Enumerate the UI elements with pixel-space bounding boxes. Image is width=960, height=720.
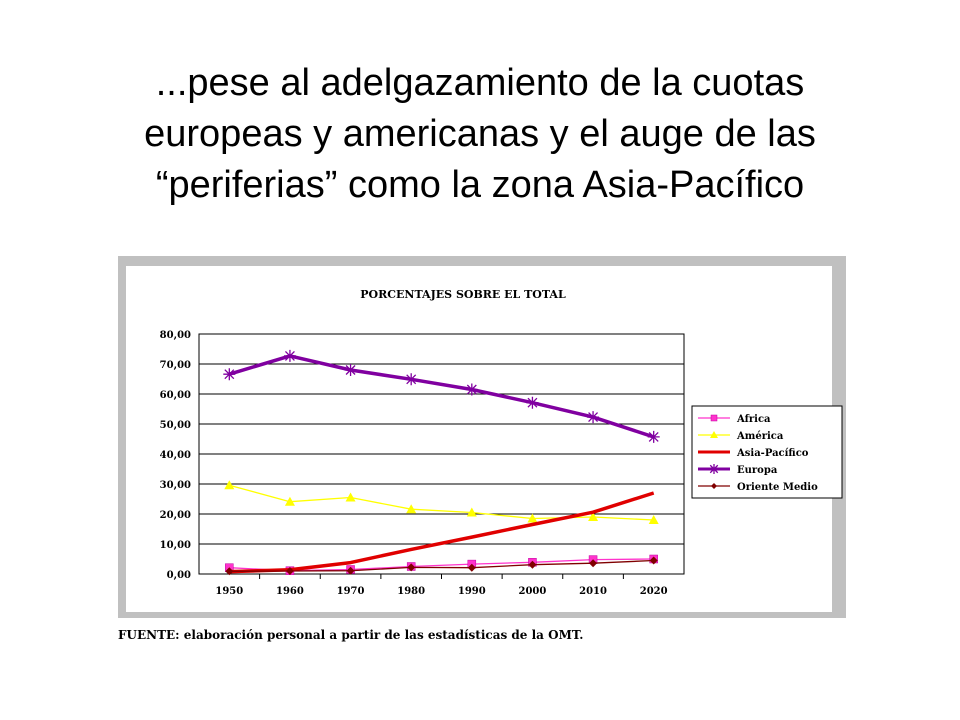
legend-item: Europa bbox=[698, 464, 778, 476]
data-point bbox=[406, 504, 417, 514]
data-point bbox=[344, 364, 357, 376]
data-point bbox=[589, 559, 598, 568]
data-point bbox=[709, 464, 719, 474]
series-line bbox=[229, 484, 654, 521]
data-point bbox=[465, 383, 478, 396]
chart-title: PORCENTAJES SOBRE EL TOTAL bbox=[360, 288, 566, 301]
x-tick-label: 1990 bbox=[458, 586, 486, 597]
legend-label: Oriente Medio bbox=[737, 482, 818, 493]
y-tick-label: 20,00 bbox=[160, 510, 191, 521]
legend: Africa América Asia-Pacífico Europa Oriente … bbox=[691, 405, 843, 499]
series-asia-pac-fico bbox=[229, 491, 655, 574]
data-point bbox=[225, 567, 234, 576]
grid-lines bbox=[199, 363, 684, 579]
series-oriente-medio bbox=[225, 556, 658, 576]
y-tick-label: 60,00 bbox=[160, 390, 191, 401]
data-point bbox=[407, 563, 416, 572]
data-point bbox=[649, 556, 658, 565]
legend-label: Europa bbox=[737, 465, 778, 476]
source-note: FUENTE: elaboración personal a partir de… bbox=[118, 628, 584, 642]
data-point bbox=[346, 566, 355, 575]
data-point bbox=[284, 496, 295, 506]
data-point bbox=[526, 396, 539, 409]
legend-label: América bbox=[736, 431, 784, 442]
legend-item: Africa bbox=[698, 414, 771, 425]
x-tick-label: 2020 bbox=[640, 586, 668, 597]
y-axis-tick-labels: 0,00 10,00 20,00 30,00 40,00 50,00 60,00 70,00 8… bbox=[160, 330, 191, 581]
data-point bbox=[587, 411, 600, 424]
y-tick-label: 30,00 bbox=[160, 480, 191, 491]
legend-item: Asia-Pacífico bbox=[698, 448, 809, 459]
slide-title: ...pese al adelgazamiento de la cuotas e… bbox=[40, 58, 920, 211]
title-line-1: ...pese al adelgazamiento de la cuotas bbox=[155, 62, 805, 104]
series-group bbox=[223, 349, 660, 576]
series-line bbox=[228, 354, 655, 439]
title-line-3: “periferias” como la zona Asia-Pacífico bbox=[155, 164, 805, 206]
y-tick-label: 50,00 bbox=[160, 420, 191, 431]
y-tick-label: 80,00 bbox=[160, 330, 191, 341]
data-point bbox=[648, 515, 659, 524]
x-tick-label: 1960 bbox=[276, 586, 304, 597]
data-point bbox=[588, 512, 599, 521]
legend-item: Oriente Medio bbox=[698, 482, 818, 493]
x-tick-label: 1970 bbox=[337, 586, 365, 597]
data-point bbox=[647, 430, 660, 443]
data-point bbox=[285, 567, 294, 575]
series-line bbox=[229, 491, 655, 574]
data-point bbox=[223, 368, 236, 381]
series-line bbox=[229, 559, 654, 572]
x-tick-label: 1980 bbox=[397, 586, 425, 597]
data-point bbox=[710, 414, 718, 422]
chart-panel: PORCENTAJES SOBRE EL TOTAL 0,00 10,00 20,0… bbox=[118, 256, 846, 618]
y-tick-label: 0,00 bbox=[167, 570, 191, 581]
legend-label: Asia-Pacífico bbox=[736, 448, 809, 459]
line-chart: PORCENTAJES SOBRE EL TOTAL 0,00 10,00 20,0… bbox=[126, 266, 843, 612]
legend-item: América bbox=[698, 431, 784, 442]
legend-label: Africa bbox=[736, 414, 771, 425]
x-tick-label: 2010 bbox=[579, 586, 607, 597]
x-tick-label: 2000 bbox=[519, 586, 547, 597]
data-point bbox=[224, 480, 235, 490]
data-point bbox=[710, 431, 718, 438]
data-point bbox=[283, 349, 296, 362]
series-europa bbox=[223, 349, 660, 443]
y-tick-label: 70,00 bbox=[160, 360, 191, 371]
x-axis-tick-labels: 1950 1960 1970 1980 1990 2000 2010 2020 bbox=[215, 586, 667, 597]
title-line-2: europeas y americanas y el auge de las bbox=[144, 113, 816, 155]
x-tick-label: 1950 bbox=[215, 586, 243, 597]
y-tick-label: 10,00 bbox=[160, 540, 191, 551]
data-point bbox=[466, 507, 477, 517]
data-point bbox=[345, 492, 356, 502]
data-point bbox=[711, 483, 717, 489]
data-point bbox=[528, 560, 537, 569]
data-point bbox=[405, 373, 418, 386]
data-point bbox=[467, 563, 476, 572]
series-am-rica bbox=[224, 480, 659, 524]
data-point bbox=[527, 513, 538, 523]
y-tick-label: 40,00 bbox=[160, 450, 191, 461]
